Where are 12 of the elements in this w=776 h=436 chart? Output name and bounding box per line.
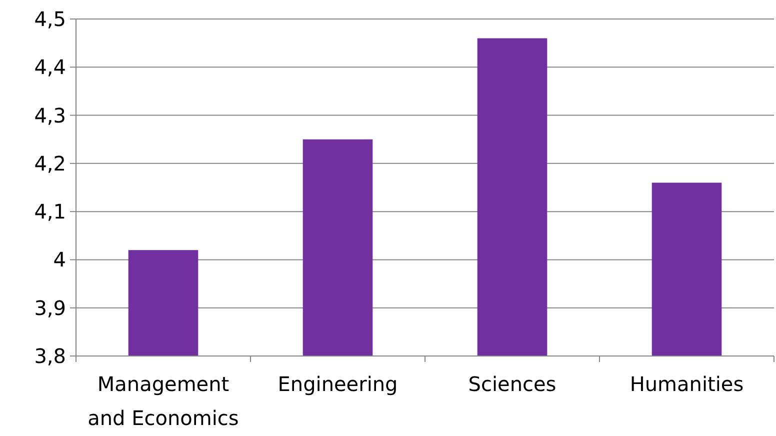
y-tick-label: 3,9 — [34, 296, 66, 320]
y-tick-label: 4,2 — [34, 151, 66, 176]
y-tick-label: 4 — [53, 248, 66, 272]
x-tick-label: Sciences — [468, 372, 556, 396]
y-tick-label: 4,1 — [34, 200, 66, 224]
y-tick-label: 4,4 — [34, 55, 66, 80]
y-tick-label: 4,3 — [34, 103, 66, 128]
x-tick-label: Engineering — [278, 372, 398, 396]
x-tick-label: Management and Economics — [88, 372, 239, 430]
x-tick-label: Humanities — [630, 372, 744, 396]
y-tick-label: 4,5 — [34, 7, 66, 31]
y-tick-label: 3,8 — [34, 344, 66, 368]
